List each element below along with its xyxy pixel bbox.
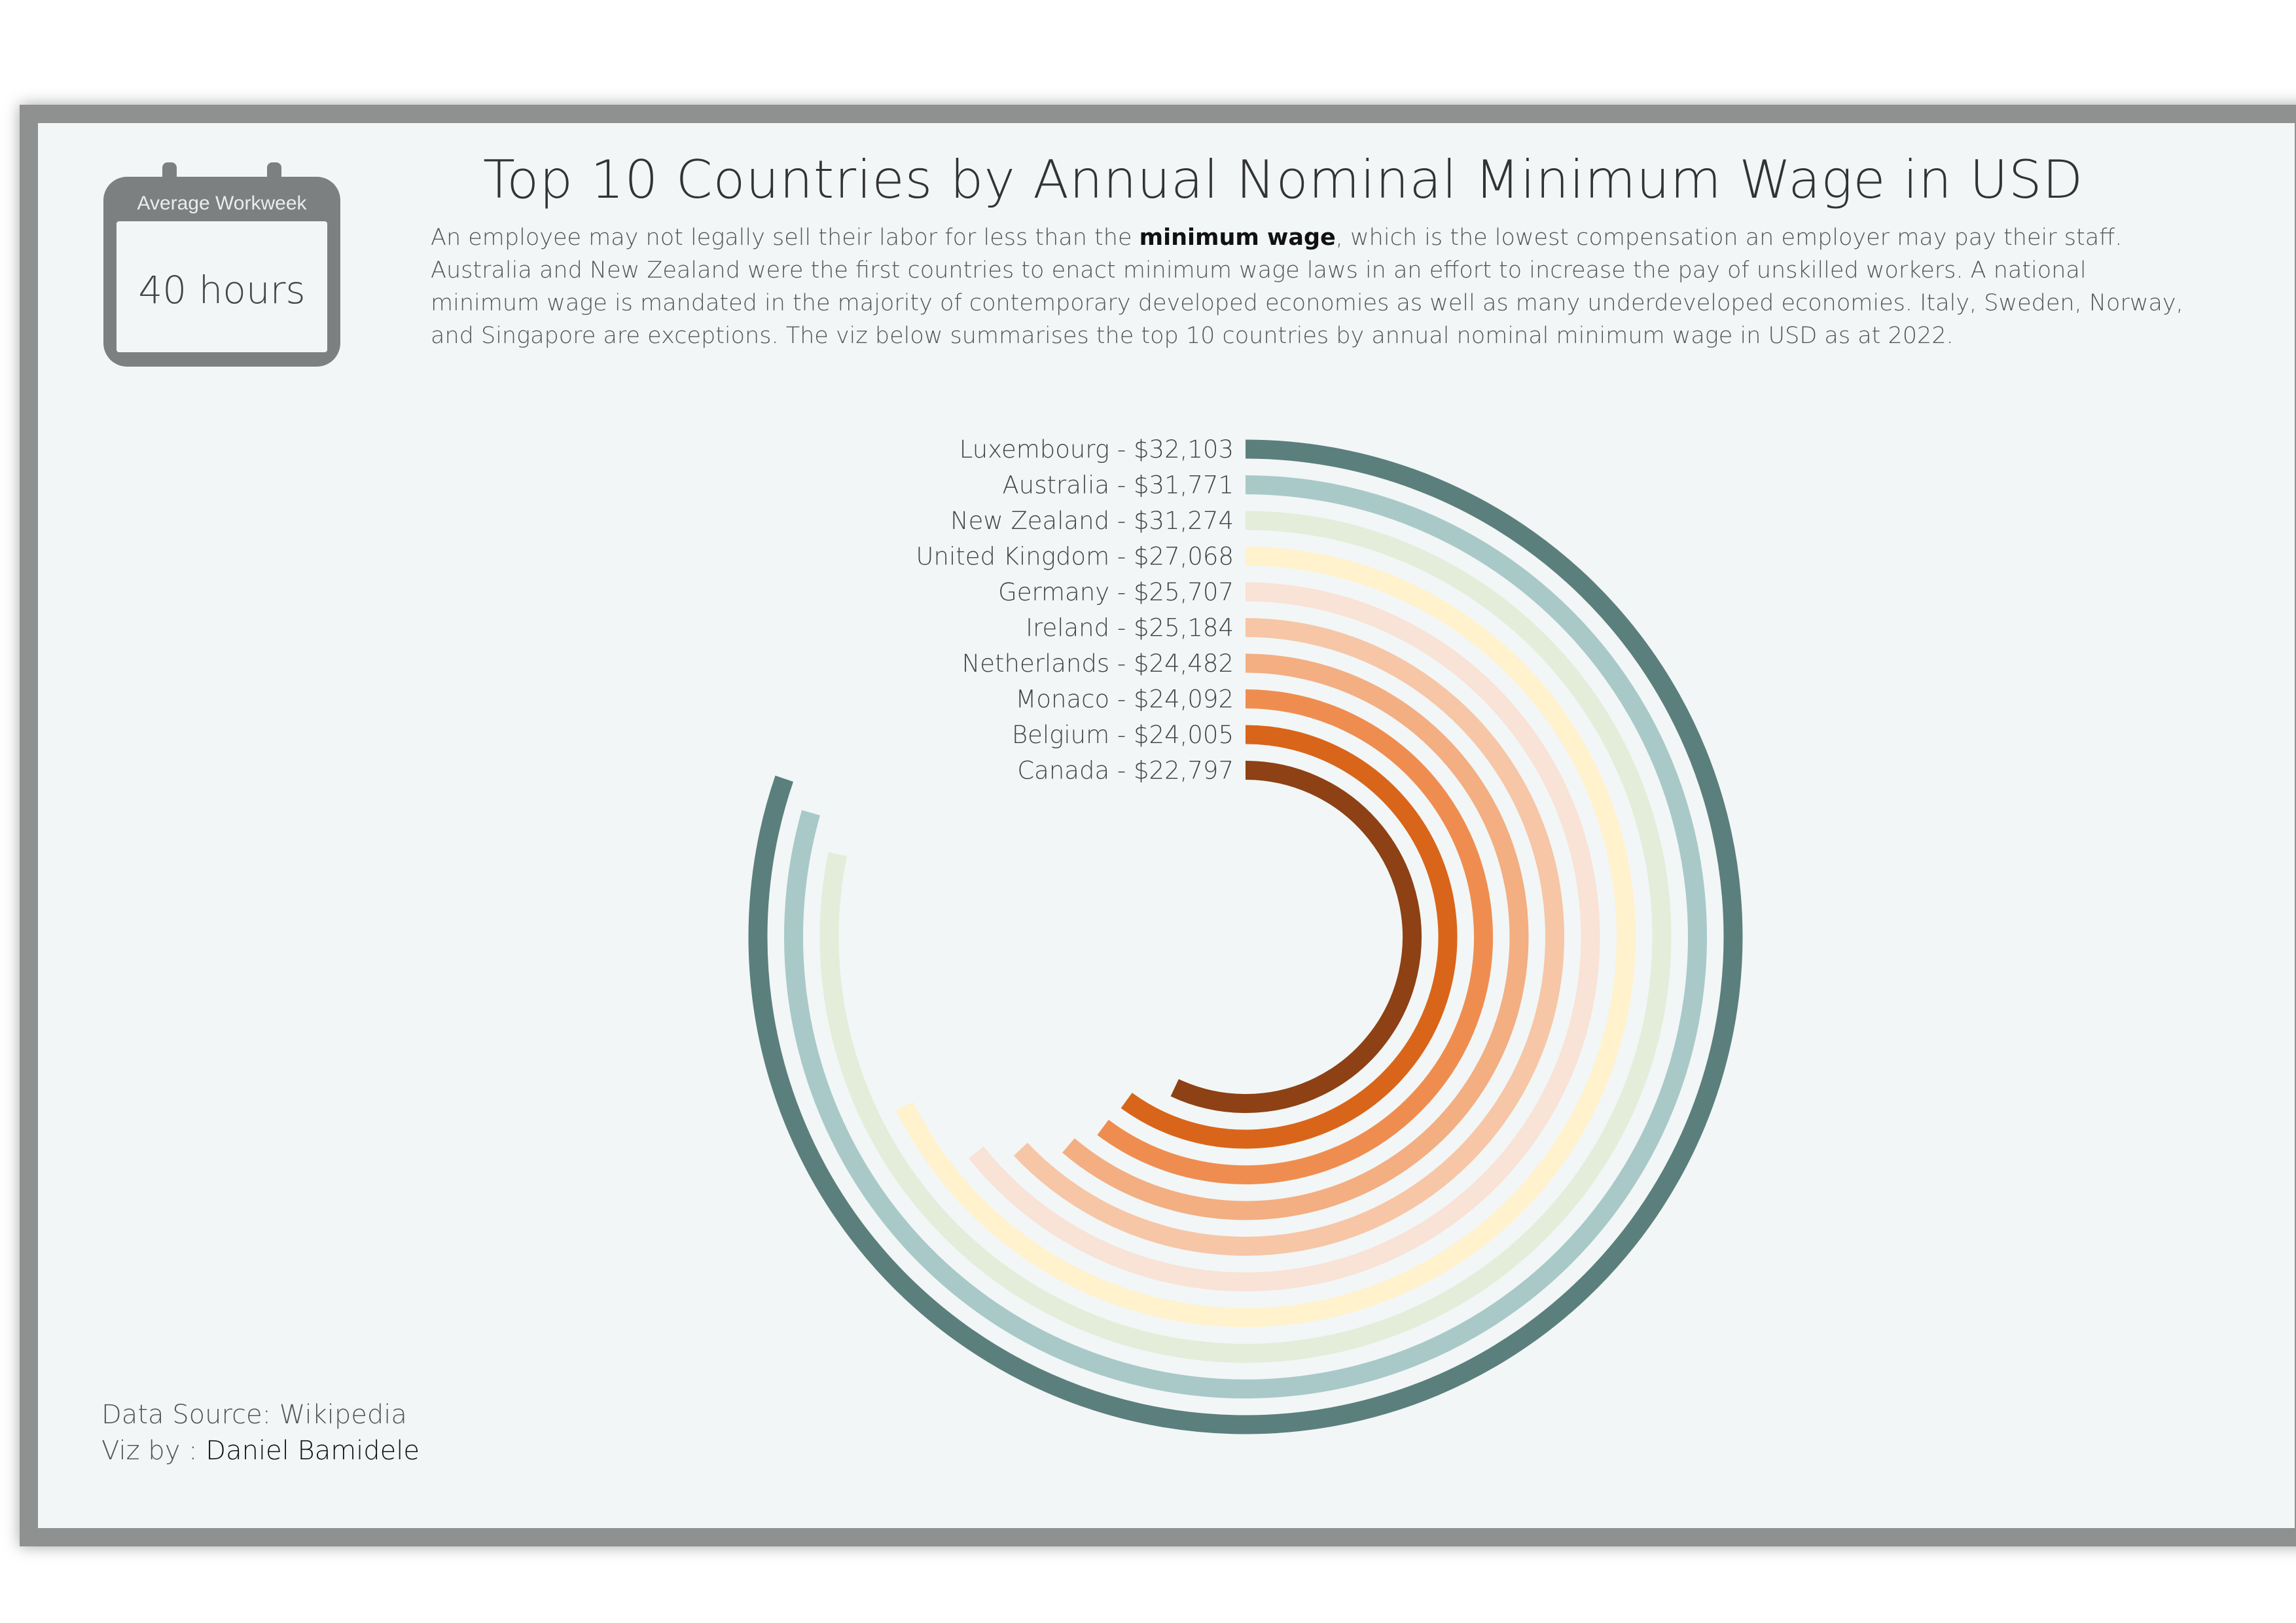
arc-new-zealand bbox=[819, 511, 1672, 1363]
data-source: Data Source: Wikipedia bbox=[101, 1400, 407, 1430]
label-australia: Australia - $31,771 bbox=[1002, 471, 1234, 500]
label-united-kingdom: United Kingdom - $27,068 bbox=[916, 543, 1234, 571]
description-text-after: , which is the lowest compensation an em… bbox=[431, 225, 2183, 349]
arc-germany bbox=[969, 582, 1600, 1292]
arc-ireland bbox=[1013, 618, 1564, 1256]
page-title: Top 10 Countries by Annual Nominal Minim… bbox=[483, 149, 2084, 210]
label-belgium: Belgium - $24,005 bbox=[1012, 721, 1234, 749]
calendar-icon: Average Workweek 40 hours bbox=[103, 162, 340, 367]
arc-belgium bbox=[1121, 725, 1458, 1149]
dashboard-frame: Average Workweek 40 hours Top 10 Countri… bbox=[20, 105, 2296, 1546]
arc-monaco bbox=[1097, 689, 1493, 1184]
description: An employee may not legally sell their l… bbox=[431, 221, 2198, 352]
arc-united-kingdom bbox=[896, 547, 1636, 1327]
label-ireland: Ireland - $25,184 bbox=[1026, 614, 1234, 642]
description-text-before: An employee may not legally sell their l… bbox=[431, 225, 1139, 251]
arc-australia bbox=[784, 475, 1707, 1398]
label-new-zealand: New Zealand - $31,274 bbox=[950, 507, 1234, 535]
arc-luxembourg bbox=[748, 439, 1743, 1434]
description-highlight: minimum wage bbox=[1139, 225, 1336, 251]
label-monaco: Monaco - $24,092 bbox=[1015, 685, 1234, 714]
badge-label: Average Workweek bbox=[137, 192, 307, 214]
arc-netherlands bbox=[1062, 653, 1529, 1220]
viz-credit-name: Daniel Bamidele bbox=[206, 1436, 420, 1466]
viz-credit-prefix: Viz by : bbox=[101, 1436, 206, 1466]
viz-credit: Viz by : Daniel Bamidele bbox=[101, 1436, 420, 1466]
label-canada: Canada - $22,797 bbox=[1017, 757, 1234, 785]
arc-canada bbox=[1170, 761, 1422, 1113]
label-luxembourg: Luxembourg - $32,103 bbox=[960, 435, 1234, 464]
radial-bar-chart: Luxembourg - $32,103 Australia - $31,771 N… bbox=[748, 435, 1743, 1434]
label-germany: Germany - $25,707 bbox=[998, 578, 1234, 606]
label-netherlands: Netherlands - $24,482 bbox=[962, 649, 1234, 678]
badge-value: 40 hours bbox=[138, 268, 305, 312]
